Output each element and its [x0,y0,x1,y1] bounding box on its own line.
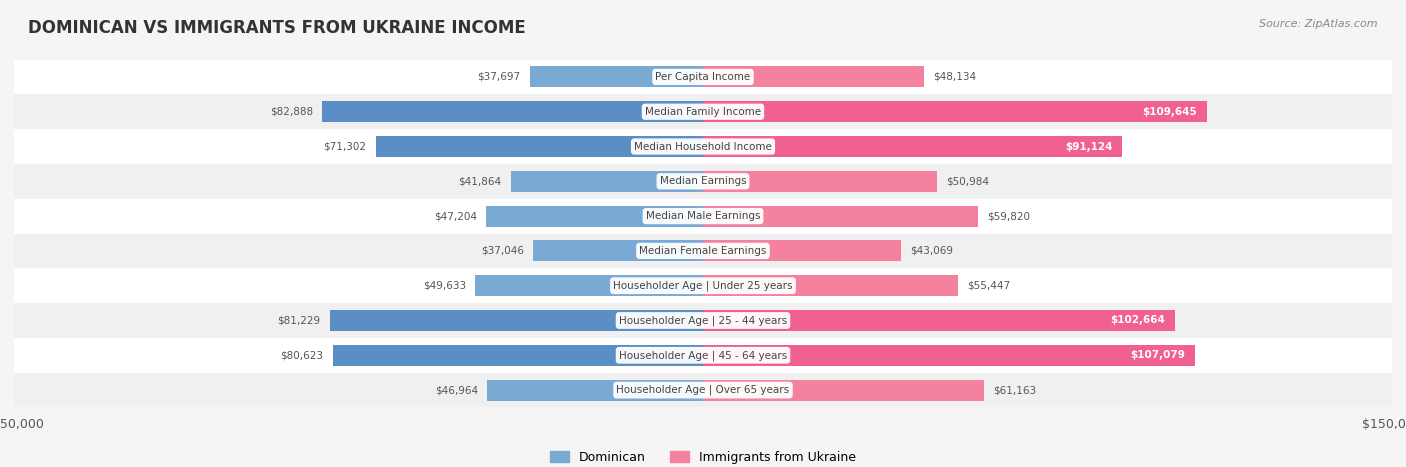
Text: $102,664: $102,664 [1111,316,1166,325]
Bar [486,205,703,226]
Text: Median Household Income: Median Household Income [634,142,772,151]
Bar [14,269,1392,303]
Text: Median Family Income: Median Family Income [645,107,761,117]
Bar [475,275,703,296]
Text: Householder Age | 45 - 64 years: Householder Age | 45 - 64 years [619,350,787,361]
Bar [703,171,938,192]
Text: $91,124: $91,124 [1064,142,1112,151]
Text: DOMINICAN VS IMMIGRANTS FROM UKRAINE INCOME: DOMINICAN VS IMMIGRANTS FROM UKRAINE INC… [28,19,526,37]
Text: $107,079: $107,079 [1130,350,1185,360]
Text: Median Male Earnings: Median Male Earnings [645,211,761,221]
Text: $41,864: $41,864 [458,177,502,186]
Text: $109,645: $109,645 [1143,107,1198,117]
Bar [533,241,703,262]
Bar [14,164,1392,198]
Bar [703,205,977,226]
Bar [703,310,1174,331]
Bar [703,136,1122,157]
Text: $46,964: $46,964 [434,385,478,395]
Bar [703,345,1195,366]
Text: $43,069: $43,069 [910,246,953,256]
Bar [703,275,957,296]
Text: $80,623: $80,623 [281,350,323,360]
Text: $71,302: $71,302 [323,142,367,151]
Text: $81,229: $81,229 [277,316,321,325]
Bar [322,101,703,122]
Bar [375,136,703,157]
Bar [703,380,984,401]
Text: Median Female Earnings: Median Female Earnings [640,246,766,256]
Text: $82,888: $82,888 [270,107,314,117]
Bar [703,66,924,87]
Text: $50,984: $50,984 [946,177,990,186]
Text: $47,204: $47,204 [434,211,477,221]
Bar [14,373,1392,408]
Bar [14,59,1392,94]
Text: Source: ZipAtlas.com: Source: ZipAtlas.com [1260,19,1378,28]
Text: $59,820: $59,820 [987,211,1031,221]
Bar [703,101,1206,122]
Text: $48,134: $48,134 [934,72,976,82]
Bar [14,94,1392,129]
Bar [14,234,1392,269]
Bar [333,345,703,366]
Text: Median Earnings: Median Earnings [659,177,747,186]
Text: $37,046: $37,046 [481,246,523,256]
Text: Per Capita Income: Per Capita Income [655,72,751,82]
Text: Householder Age | Over 65 years: Householder Age | Over 65 years [616,385,790,396]
Bar [703,241,901,262]
Bar [330,310,703,331]
Text: Householder Age | 25 - 44 years: Householder Age | 25 - 44 years [619,315,787,326]
Bar [14,198,1392,234]
Legend: Dominican, Immigrants from Ukraine: Dominican, Immigrants from Ukraine [544,446,862,467]
Text: Householder Age | Under 25 years: Householder Age | Under 25 years [613,281,793,291]
Bar [530,66,703,87]
Bar [510,171,703,192]
Bar [14,129,1392,164]
Text: $55,447: $55,447 [967,281,1010,290]
Text: $37,697: $37,697 [478,72,520,82]
Bar [14,303,1392,338]
Bar [488,380,703,401]
Text: $61,163: $61,163 [993,385,1036,395]
Text: $49,633: $49,633 [423,281,465,290]
Bar [14,338,1392,373]
